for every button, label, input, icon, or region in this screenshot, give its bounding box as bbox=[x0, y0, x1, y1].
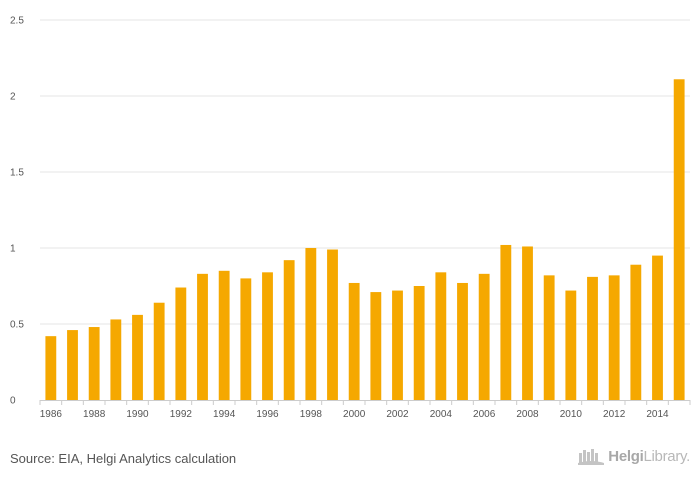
y-tick-label: 0 bbox=[10, 396, 16, 407]
x-tick-label: 2012 bbox=[603, 409, 626, 420]
x-tick-label: 2006 bbox=[473, 409, 496, 420]
bar-2010 bbox=[565, 290, 577, 400]
bar-2006 bbox=[478, 273, 490, 400]
y-tick-label: 2 bbox=[10, 92, 16, 103]
bar-2015 bbox=[673, 79, 685, 400]
bar-2005 bbox=[457, 282, 468, 400]
bar-2009 bbox=[543, 275, 555, 400]
bar-2014 bbox=[652, 255, 663, 400]
bar-2011 bbox=[587, 276, 598, 400]
x-tick-label: 1998 bbox=[300, 409, 323, 420]
bar-1995 bbox=[240, 278, 252, 400]
bar-1987 bbox=[67, 330, 78, 400]
bar-1997 bbox=[283, 260, 295, 400]
x-tick-label: 2014 bbox=[646, 409, 669, 420]
source-note: Source: EIA, Helgi Analytics calculation bbox=[10, 451, 237, 466]
bar-2004 bbox=[435, 272, 447, 400]
bar-2012 bbox=[608, 275, 620, 400]
bar-1989 bbox=[110, 319, 122, 400]
bar-2001 bbox=[370, 292, 382, 400]
bar-1994 bbox=[218, 270, 230, 400]
logo-suffix: Library. bbox=[643, 447, 690, 465]
bar-1991 bbox=[153, 302, 165, 400]
bars bbox=[45, 79, 685, 400]
helgi-library-logo: HelgiLibrary. bbox=[578, 447, 690, 465]
logo-brand: Helgi bbox=[608, 447, 644, 465]
bar-2000 bbox=[348, 282, 360, 400]
x-axis: 1986 1988 1990 1992 1994 1996 1998 2000 2002 2004… bbox=[39, 400, 691, 420]
x-tick-label: 2000 bbox=[343, 409, 366, 420]
bar-1986 bbox=[45, 336, 57, 400]
bar-2003 bbox=[413, 286, 425, 400]
gridlines bbox=[40, 19, 690, 325]
bar-1996 bbox=[262, 272, 273, 400]
y-tick-label: 1 bbox=[10, 244, 16, 255]
bar-1998 bbox=[305, 248, 317, 400]
bar-1990 bbox=[132, 314, 143, 400]
y-tick-label: 1.5 bbox=[10, 168, 24, 179]
x-tick-label: 1988 bbox=[83, 409, 106, 420]
x-tick-label: 1994 bbox=[213, 409, 236, 420]
x-tick-label: 2002 bbox=[386, 409, 409, 420]
bar-2013 bbox=[630, 264, 642, 400]
x-tick-label: 1992 bbox=[170, 409, 193, 420]
bar-1999 bbox=[327, 249, 338, 400]
bar-2007 bbox=[500, 244, 512, 400]
x-tick-label: 2004 bbox=[430, 409, 453, 420]
y-tick-label: 0.5 bbox=[10, 320, 24, 331]
x-tick-label: 1986 bbox=[40, 409, 63, 420]
library-icon bbox=[578, 449, 605, 465]
bar-2008 bbox=[522, 246, 533, 400]
x-tick-label: 1996 bbox=[256, 409, 279, 420]
x-tick-label: 2010 bbox=[560, 409, 583, 420]
bar-2002 bbox=[392, 290, 403, 400]
y-axis: 0 0.5 1 1.5 2 2.5 bbox=[10, 16, 24, 407]
bar-1993 bbox=[197, 273, 208, 400]
y-tick-label: 2.5 bbox=[10, 16, 24, 27]
bar-chart: 0 0.5 1 1.5 2 2.5 1986 1988 1990 1992 1994 1996 199… bbox=[10, 16, 691, 420]
x-tick-label: 1990 bbox=[126, 409, 149, 420]
x-tick-label: 2008 bbox=[516, 409, 539, 420]
bar-1992 bbox=[175, 287, 187, 400]
bar-1988 bbox=[88, 327, 100, 400]
